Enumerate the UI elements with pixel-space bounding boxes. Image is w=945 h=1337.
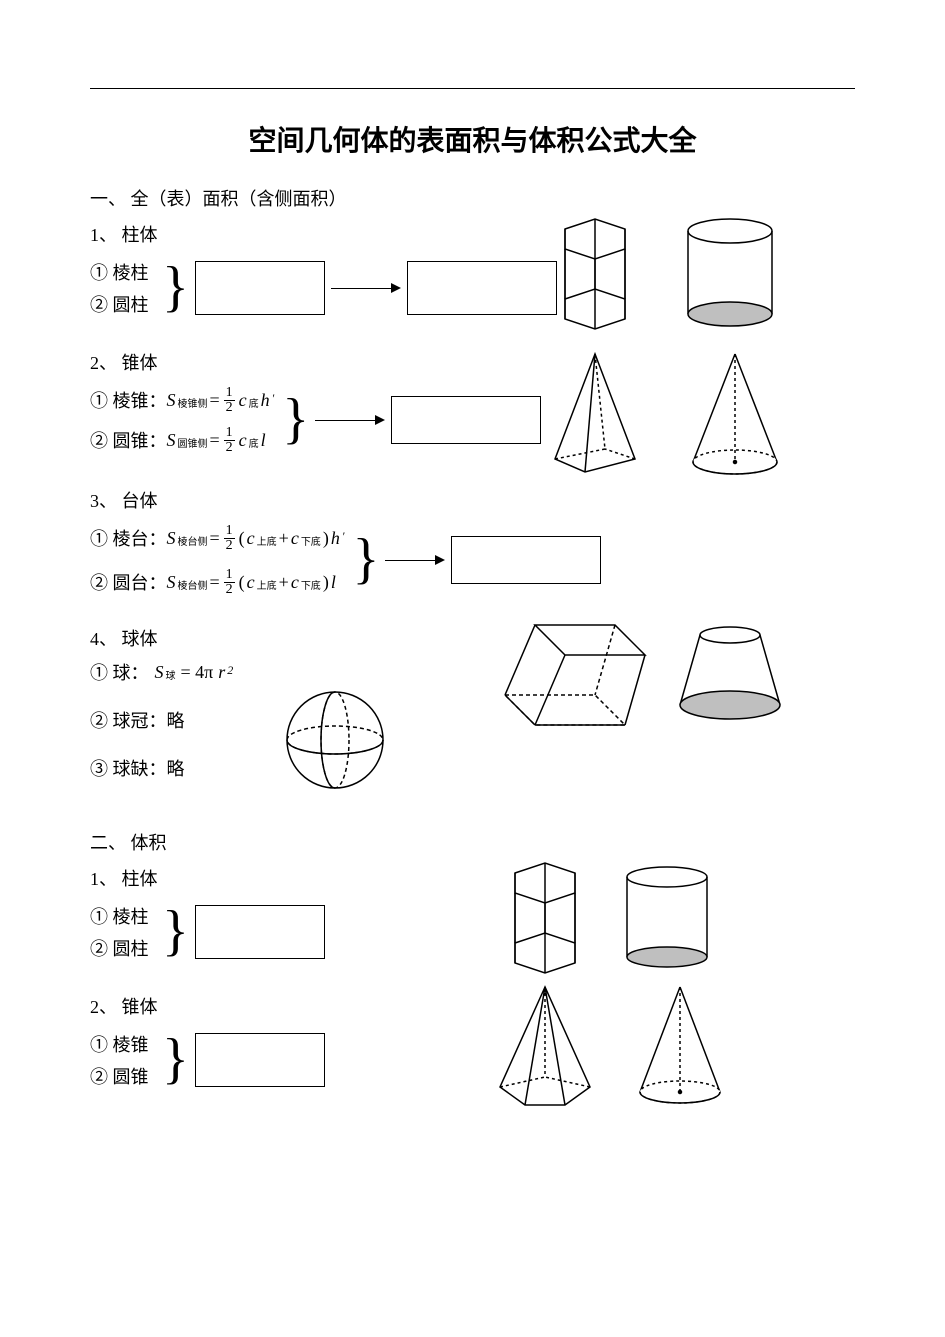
page-title: 空间几何体的表面积与体积公式大全 [90,119,855,159]
formula-frustum-cone: S棱台侧 = 12 (c上底 +c下底) l [167,568,336,597]
block-sphere: 4、 球体 ① 球： S球 = 4π r2 ② 球冠：略 ③ 球缺：略 [90,625,855,815]
section-a-heading: 一、 全（表）面积（含侧面积） [90,185,855,211]
v2-item2: ② 圆锥 [90,1063,162,1089]
section-b-heading: 二、 体积 [90,829,855,855]
block-frustum: 3、 台体 ① 棱台： S棱台侧 = 12 (c上底 +c下底) h′ ② 圆台… [90,487,855,617]
formula-pyramid-lateral: S棱锥侧 = 12 c底 h′ [167,386,275,415]
arrow-icon [315,410,385,430]
brace-icon: } [162,915,189,949]
prism-cylinder-icon [535,211,795,331]
formula-sphere: S球 = 4π r2 [155,662,234,683]
brace-icon: } [162,1043,189,1077]
sphere-icon [280,685,390,795]
empty-box [195,261,325,315]
prism-cylinder-icon [495,857,735,977]
formula-frustum-pyramid: S棱台侧 = 12 (c上底 +c下底) h′ [167,524,345,553]
empty-box [451,536,601,584]
pyramid-cone-icon [535,349,795,479]
v1-item2: ② 圆柱 [90,935,162,961]
empty-box [195,905,325,959]
s1-item1: ① 棱柱 [90,259,162,285]
block-vol-prism: 1、 柱体 ① 棱柱 ② 圆柱 } [90,865,855,985]
page: 空间几何体的表面积与体积公式大全 一、 全（表）面积（含侧面积） 1、 柱体 ①… [0,0,945,1337]
brace-icon: } [162,271,189,305]
s1-item2: ② 圆柱 [90,291,162,317]
s2-item1-label: ① 棱锥： [90,387,167,413]
arrow-icon [331,278,401,298]
v2-heading: 2、 锥体 [90,993,855,1019]
empty-box [195,1033,325,1087]
v1-item1: ① 棱柱 [90,903,162,929]
s3-item2-label: ② 圆台： [90,569,167,595]
brace-icon: } [352,543,379,577]
formula-cone-lateral: S圆锥侧 = 12 c底 l [167,426,266,455]
brace-icon: } [282,403,309,437]
block-prism-cylinder: 1、 柱体 ① 棱柱 ② 圆柱 } [90,221,855,341]
arrow-icon [385,550,445,570]
top-rule [90,88,855,89]
s3-heading: 3、 台体 [90,487,855,513]
block-vol-cone: 2、 锥体 ① 棱锥 ② 圆锥 } [90,993,855,1123]
s3-item1-label: ① 棱台： [90,525,167,551]
v2-item1: ① 棱锥 [90,1031,162,1057]
empty-box [391,396,541,444]
frustum-shapes-icon [495,605,795,735]
s4-item2: ② 球冠：略 [90,707,185,733]
s4-item1-label: ① 球： [90,659,149,685]
v1-heading: 1、 柱体 [90,865,855,891]
pyramid-cone-icon [495,985,735,1115]
s4-item3: ③ 球缺：略 [90,755,185,781]
s2-item2-label: ② 圆锥： [90,427,167,453]
block-cone: 2、 锥体 ① 棱锥： S棱锥侧 = 12 c底 h′ ② 圆锥： [90,349,855,479]
